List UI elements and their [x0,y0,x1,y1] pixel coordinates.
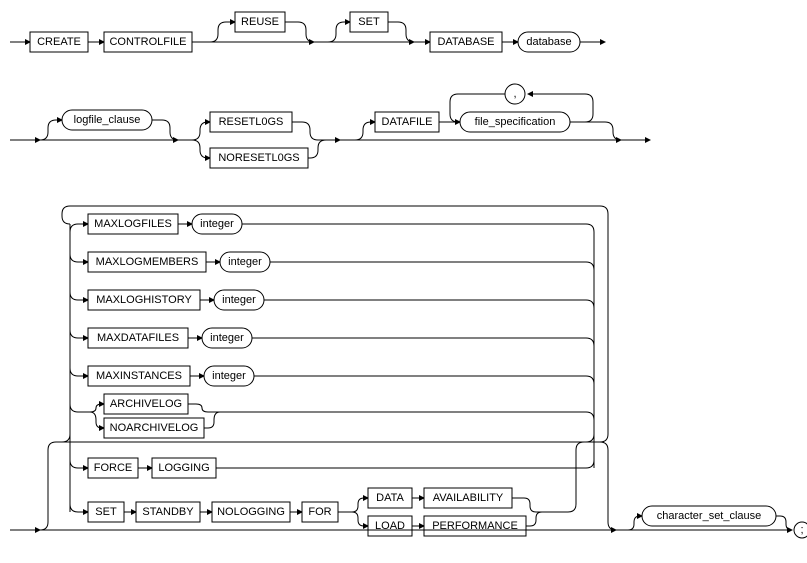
noresetlogs-keyword: NORESETL0GS [218,152,299,164]
integer-3: integer [222,294,256,306]
integer-2: integer [228,256,262,268]
archivelog-keyword: ARCHIVELOG [110,398,182,410]
integer-1: integer [200,218,234,230]
data-keyword: DATA [376,492,404,504]
set-keyword: SET [358,16,380,28]
noarchivelog-keyword: NOARCHIVELOG [110,422,199,434]
database-param: database [526,36,571,48]
force-keyword: FORCE [94,462,133,474]
options-block: MAXLOGFILES integer MAXLOGMEMBERS intege… [10,206,807,538]
integer-5: integer [212,370,246,382]
reuse-keyword: REUSE [241,16,279,28]
row2: logfile_clause RESETL0GS NORESETL0GS DAT… [10,84,650,168]
maxdatafiles-keyword: MAXDATAFILES [97,332,179,344]
nologging-keyword: NOLOGGING [217,506,285,518]
for-keyword: FOR [308,506,331,518]
database-keyword: DATABASE [437,36,494,48]
row1: CREATE CONTROLFILE REUSE SET DATABASE da… [10,12,605,52]
resetlogs-keyword: RESETL0GS [219,116,284,128]
syntax-diagram: CREATE CONTROLFILE REUSE SET DATABASE da… [10,10,807,553]
maxlogfiles-keyword: MAXLOGFILES [94,218,172,230]
file-spec-param: file_specification [475,116,556,128]
datafile-keyword: DATAFILE [382,116,433,128]
create-keyword: CREATE [37,36,81,48]
maxlogmembers-keyword: MAXLOGMEMBERS [96,256,199,268]
maxinstances-keyword: MAXINSTANCES [96,370,182,382]
logging-keyword: LOGGING [158,462,209,474]
logfile-clause: logfile_clause [74,114,141,126]
charset-clause: character_set_clause [657,510,762,522]
terminator-semi: ; [800,524,803,536]
maxloghistory-keyword: MAXLOGHISTORY [96,294,192,306]
comma-sep: , [513,88,516,100]
availability-keyword: AVAILABILITY [433,492,504,504]
set2-keyword: SET [95,506,117,518]
integer-4: integer [210,332,244,344]
standby-keyword: STANDBY [142,506,194,518]
controlfile-keyword: CONTROLFILE [109,36,186,48]
